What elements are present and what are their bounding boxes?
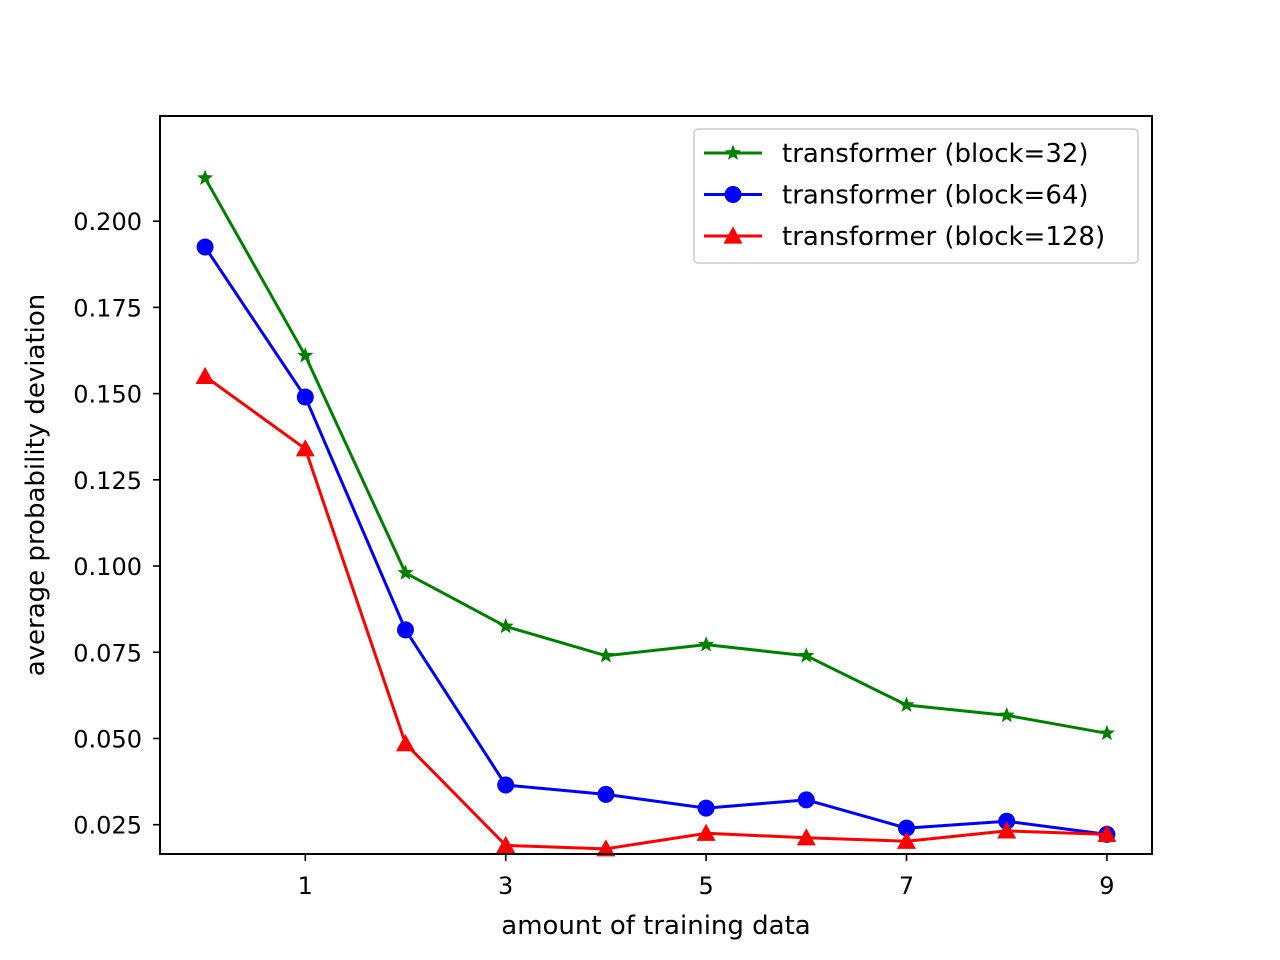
plot-frame <box>159 115 1153 855</box>
data-point <box>397 564 414 580</box>
data-point <box>898 696 915 712</box>
x-tick-label: 9 <box>1099 872 1114 900</box>
x-tick-label: 5 <box>698 872 713 900</box>
data-point <box>296 388 314 406</box>
data-point <box>197 169 214 185</box>
y-tick-label: 0.175 <box>73 294 142 322</box>
legend-marker <box>724 186 742 203</box>
series-3 <box>195 366 1117 857</box>
legend-label: transformer (block=32) <box>782 139 1089 169</box>
y-tick-label: 0.150 <box>73 381 142 409</box>
data-point <box>597 647 614 663</box>
data-point <box>396 621 414 639</box>
series-line <box>204 375 1107 851</box>
data-point <box>898 819 916 837</box>
data-point <box>698 636 715 652</box>
y-axis-title: average probability deviation <box>21 294 51 677</box>
series-1 <box>197 169 1115 741</box>
y-tick-label: 0.200 <box>73 208 142 236</box>
legend-label: transformer (block=64) <box>782 181 1089 211</box>
legend-label: transformer (block=128) <box>782 222 1105 252</box>
y-axis: 0.025 0.050 0.075 0.100 0.125 0.150 0.175 0.200 <box>73 208 160 840</box>
data-point <box>697 799 715 817</box>
x-axis: 1 3 5 7 9 <box>298 854 1115 900</box>
data-point <box>796 828 816 846</box>
data-point <box>496 835 516 853</box>
data-point <box>696 823 716 841</box>
legend: transformer (block=32) transformer (block… <box>693 128 1139 264</box>
data-point <box>597 785 615 803</box>
series-line <box>203 246 1108 836</box>
data-point <box>797 791 815 809</box>
legend-entry: transformer (block=128) <box>704 222 1105 252</box>
data-point <box>798 647 815 663</box>
data-point <box>998 706 1015 723</box>
y-tick-label: 0.075 <box>73 639 142 667</box>
x-axis-title: amount of training data <box>501 911 810 941</box>
x-tick-label: 7 <box>899 872 914 900</box>
data-point <box>395 734 415 752</box>
data-point <box>1097 824 1117 842</box>
legend-marker <box>723 226 743 244</box>
data-point <box>596 839 616 857</box>
data-point <box>897 831 917 849</box>
data-point <box>1098 724 1115 741</box>
series-layer <box>195 169 1117 857</box>
legend-entry: transformer (block=32) <box>704 139 1089 169</box>
data-point <box>195 366 215 384</box>
y-tick-label: 0.025 <box>73 812 142 840</box>
x-tick-label: 1 <box>298 872 313 900</box>
y-tick-label: 0.050 <box>73 725 142 753</box>
data-point <box>297 347 314 363</box>
data-point <box>196 238 214 256</box>
legend-box <box>693 128 1139 264</box>
y-tick-label: 0.100 <box>73 553 142 581</box>
series-line <box>203 177 1108 735</box>
data-point <box>497 776 515 794</box>
data-point <box>295 439 315 457</box>
x-tick-label: 3 <box>498 872 513 900</box>
data-point <box>997 821 1017 839</box>
legend-marker <box>724 144 742 160</box>
series-2 <box>196 238 1116 843</box>
data-point <box>497 617 514 634</box>
data-point <box>998 812 1016 830</box>
y-tick-label: 0.125 <box>73 467 142 495</box>
legend-entry: transformer (block=64) <box>704 181 1089 211</box>
